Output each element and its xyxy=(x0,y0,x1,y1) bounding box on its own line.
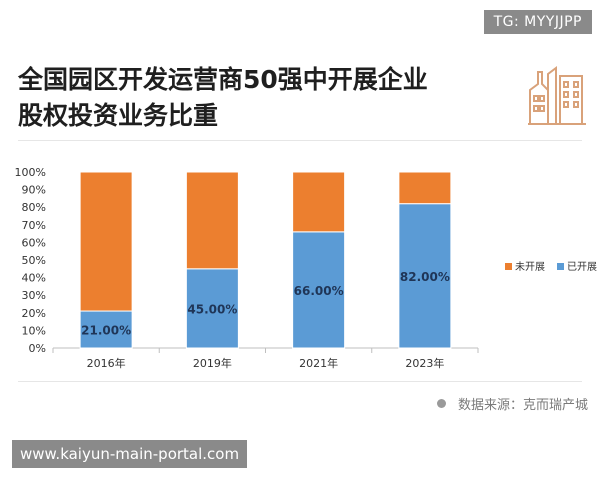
page-title: 全国园区开发运营商50强中开展企业 股权投资业务比重 xyxy=(18,62,518,134)
bar-segment-done xyxy=(185,268,239,349)
y-tick-label: 90% xyxy=(22,184,46,197)
data-label: 66.00% xyxy=(294,284,344,298)
x-tick-label: 2021年 xyxy=(299,356,338,370)
bar-segment-done xyxy=(292,231,346,349)
bar-segment-not-done xyxy=(398,171,452,205)
y-tick-label: 30% xyxy=(22,289,46,302)
source-line: 数据来源：克而瑞产城 xyxy=(436,394,588,413)
x-tick-label: 2019年 xyxy=(193,356,232,370)
bullet-icon xyxy=(436,399,446,408)
y-tick-label: 80% xyxy=(22,201,46,214)
top-tag: TG: MYYJJPP xyxy=(483,10,592,34)
divider-top xyxy=(18,140,582,141)
data-label: 82.00% xyxy=(400,270,450,284)
bar-segment-done xyxy=(398,203,452,349)
y-tick-label: 50% xyxy=(22,254,46,267)
y-tick-label: 40% xyxy=(22,272,46,285)
y-tick-label: 100% xyxy=(15,166,46,179)
legend-swatch xyxy=(557,263,564,270)
divider-bottom xyxy=(18,381,582,382)
y-tick-label: 20% xyxy=(22,307,46,320)
y-tick-label: 10% xyxy=(22,324,46,337)
legend-swatch xyxy=(505,263,512,270)
y-tick-label: 70% xyxy=(22,219,46,232)
stacked-bar-chart: 0% 10% 20% 30% 40% 50% 60% 70% 80% 90% 100% 21.00% 2… xyxy=(15,166,597,370)
watermark-url: www.kaiyun-main-portal.com xyxy=(12,440,248,468)
legend-label: 已开展 xyxy=(567,261,597,273)
y-tick-label: 0% xyxy=(29,342,46,355)
x-tick-label: 2016年 xyxy=(87,356,126,370)
bar-segment-done xyxy=(79,310,133,349)
data-label: 45.00% xyxy=(187,302,237,316)
bar-segment-not-done xyxy=(292,171,346,233)
title-line-2: 股权投资业务比重 xyxy=(18,101,219,130)
bar-segment-not-done xyxy=(79,171,133,312)
data-label: 21.00% xyxy=(81,324,131,338)
buildings-icon xyxy=(528,66,586,125)
source-text: 数据来源：克而瑞产城 xyxy=(457,398,588,413)
bar-segment-not-done xyxy=(185,171,239,270)
legend-label: 未开展 xyxy=(515,261,545,273)
title-line-1: 全国园区开发运营商50强中开展企业 xyxy=(18,65,428,94)
x-tick-label: 2023年 xyxy=(405,356,444,370)
y-tick-label: 60% xyxy=(22,236,46,249)
